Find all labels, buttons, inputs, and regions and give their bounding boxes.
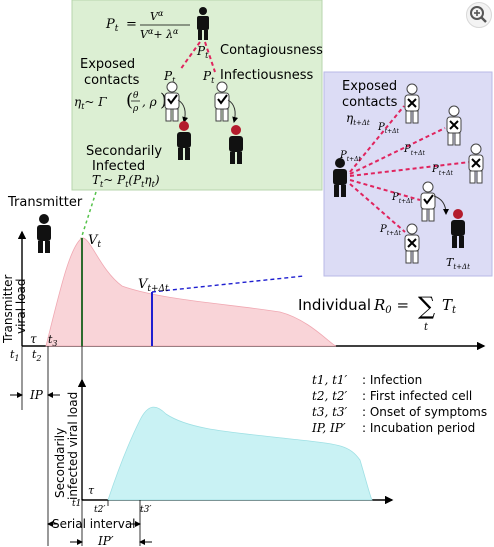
svg-text:contacts: contacts (342, 95, 398, 110)
svg-text:t3, t3′: t3, t3′ (312, 405, 348, 419)
svg-text:t2, t2′: t2, t2′ (312, 389, 348, 403)
svg-text:=: = (126, 17, 137, 32)
svg-text:t1, t1′: t1, t1′ (312, 373, 348, 387)
svg-text:ηt+Δt: ηt+Δt (346, 111, 370, 127)
svg-text:Tt+Δt: Tt+Δt (446, 256, 470, 271)
eta-distribution: ηt~ Γ ( θ ρ , ρ ) (74, 90, 167, 114)
svg-text:Vt+Δt: Vt+Δt (138, 277, 169, 294)
individual-r0: Individual R0 = ∑ t Tt (298, 292, 457, 333)
legend: t1, t1′ : Infection t2, t2′ : First infect… (311, 373, 487, 435)
svg-text:θ: θ (133, 91, 139, 101)
x-icon (449, 120, 459, 130)
T-distribution: Tt~ Pt(Ptηt) (92, 173, 160, 189)
secondarily-infected-label: Secondarily (86, 144, 162, 159)
check-icon (167, 94, 178, 105)
person-icon (468, 143, 484, 184)
virus-icon (453, 209, 463, 219)
person-icon (333, 158, 347, 197)
svg-text:Pt: Pt (105, 17, 119, 34)
bottom-plot-y-label: Secondarily (53, 428, 67, 498)
svg-text:Vt: Vt (88, 233, 101, 250)
x-icon (471, 158, 481, 168)
person-icon (229, 125, 243, 164)
svg-text:Pt+Δt: Pt+Δt (391, 192, 414, 205)
zoom-in-button[interactable] (466, 2, 492, 28)
svg-text:: Infection: : Infection (362, 373, 422, 387)
svg-text:Individual: Individual (298, 296, 371, 314)
svg-text:t2: t2 (32, 348, 42, 363)
svg-text:Vα: Vα (150, 9, 164, 23)
ip-prime-label: IP′ (97, 534, 114, 547)
svg-text:Exposed: Exposed (342, 79, 397, 94)
virus-icon (179, 121, 189, 131)
svg-text:t: t (424, 322, 429, 333)
svg-text:, ρ: , ρ (142, 95, 157, 109)
person-icon (37, 214, 51, 253)
svg-text:viral load: viral load (14, 278, 28, 334)
svg-text:∑: ∑ (418, 292, 435, 320)
svg-text:Pt+Δt: Pt+Δt (431, 164, 454, 177)
svg-text:: Incubation period: : Incubation period (362, 421, 475, 435)
person-icon (164, 81, 180, 122)
person-icon (420, 181, 436, 222)
svg-text:t3′: t3′ (140, 505, 151, 515)
svg-text:Tt~ Pt(Ptηt): Tt~ Pt(Ptηt) (92, 173, 160, 189)
check-icon (217, 94, 228, 105)
svg-text:τ: τ (88, 484, 95, 497)
secondary-viral-load (107, 406, 373, 501)
svg-text:t1: t1 (10, 348, 20, 363)
check-icon (423, 194, 434, 205)
x-icon (407, 98, 417, 108)
svg-text:Tt: Tt (442, 296, 457, 316)
person-icon (451, 209, 465, 248)
transmitter-label: Transmitter (7, 195, 83, 210)
person-icon (177, 121, 191, 160)
svg-text:Pt: Pt (202, 69, 215, 85)
contagiousness-label: Contagiousness (220, 43, 323, 58)
x-icon (407, 238, 417, 248)
svg-text:Pt+Δt: Pt+Δt (403, 144, 426, 157)
svg-text:τ: τ (30, 332, 37, 346)
infectiousness-label: Infectiousness (220, 68, 313, 83)
exposed-contacts-label: Exposed (80, 57, 135, 72)
svg-text:Pt: Pt (196, 44, 209, 60)
zoom-in-icon (470, 6, 487, 23)
svg-text:ρ: ρ (132, 104, 139, 114)
svg-text:ηt~ Γ: ηt~ Γ (74, 95, 107, 111)
svg-text:Vα+ λα: Vα+ λα (140, 27, 179, 41)
person-icon (446, 105, 462, 146)
person-icon (404, 223, 420, 264)
svg-text:Pt+Δt: Pt+Δt (339, 150, 362, 163)
contagiousness-formula: Pt = Vα Vα+ λα (105, 9, 190, 41)
serial-interval-label: Serial interval (52, 517, 136, 531)
person-icon (214, 81, 230, 122)
svg-text:R0 =: R0 = (373, 296, 409, 316)
contagion-panel (71, 0, 323, 191)
ip-label: IP (29, 388, 44, 402)
svg-text:t2′: t2′ (94, 505, 105, 515)
svg-text:IP, IP′: IP, IP′ (311, 421, 346, 435)
svg-text:contacts: contacts (84, 73, 140, 88)
svg-text:: Onset of symptoms: : Onset of symptoms (362, 405, 487, 419)
svg-text:Pt: Pt (163, 69, 176, 85)
person-icon (404, 83, 420, 124)
top-plot-y-label: Transmitter (1, 274, 15, 344)
svg-text:Pt+Δt: Pt+Δt (377, 122, 400, 135)
svg-text:(: ( (126, 90, 133, 111)
svg-text:t3: t3 (48, 333, 58, 348)
transmitter-viral-load (45, 237, 337, 347)
person-icon (197, 7, 209, 40)
svg-text:): ) (160, 90, 167, 111)
svg-text:: First infected cell: : First infected cell (362, 389, 472, 403)
svg-text:t1′: t1′ (72, 499, 83, 509)
svg-text:infected viral load: infected viral load (66, 392, 80, 500)
svg-text:Infected: Infected (92, 159, 145, 174)
virus-icon (231, 125, 241, 135)
svg-text:Pt+Δt: Pt+Δt (379, 224, 402, 237)
